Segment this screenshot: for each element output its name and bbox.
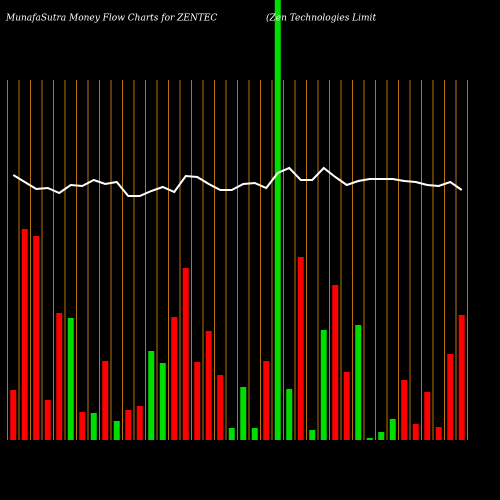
bar: [309, 430, 316, 440]
bar: [148, 351, 155, 440]
bar: [136, 406, 143, 440]
bar: [355, 325, 362, 440]
bar: [90, 413, 97, 440]
chart-subtitle: (Zen Technologies Limit: [266, 13, 376, 24]
bar: [286, 389, 293, 440]
bar: [56, 313, 63, 440]
chart-title: MunafaSutra Money Flow Charts for ZENTEC: [5, 14, 217, 24]
bar: [33, 236, 40, 440]
bar: [343, 372, 350, 440]
bar: [378, 432, 385, 440]
bar: [297, 257, 304, 440]
bar: [412, 424, 419, 440]
bar: [194, 362, 201, 440]
bar: [67, 318, 74, 440]
bar: [125, 410, 132, 440]
bar: [332, 285, 339, 440]
bar: [102, 361, 109, 440]
bar: [447, 354, 454, 440]
bar: [274, 0, 281, 440]
bar: [182, 268, 189, 440]
bar: [401, 380, 408, 440]
bar: [159, 363, 166, 440]
plot-area: [7, 0, 468, 440]
money-flow-line: [12, 166, 463, 197]
bar: [240, 387, 247, 440]
bar: [79, 412, 86, 440]
bar: [458, 315, 465, 440]
bar: [435, 427, 442, 440]
bar: [205, 331, 212, 440]
bar: [263, 361, 270, 440]
bar: [44, 400, 51, 440]
bar: [228, 428, 235, 440]
bar: [320, 330, 327, 440]
bar: [171, 317, 178, 440]
bar: [366, 438, 373, 440]
bar: [21, 229, 28, 440]
bar: [424, 392, 431, 440]
bar: [251, 428, 258, 440]
bar: [10, 390, 17, 440]
bar: [389, 419, 396, 440]
bar: [113, 421, 120, 440]
bar: [217, 375, 224, 440]
